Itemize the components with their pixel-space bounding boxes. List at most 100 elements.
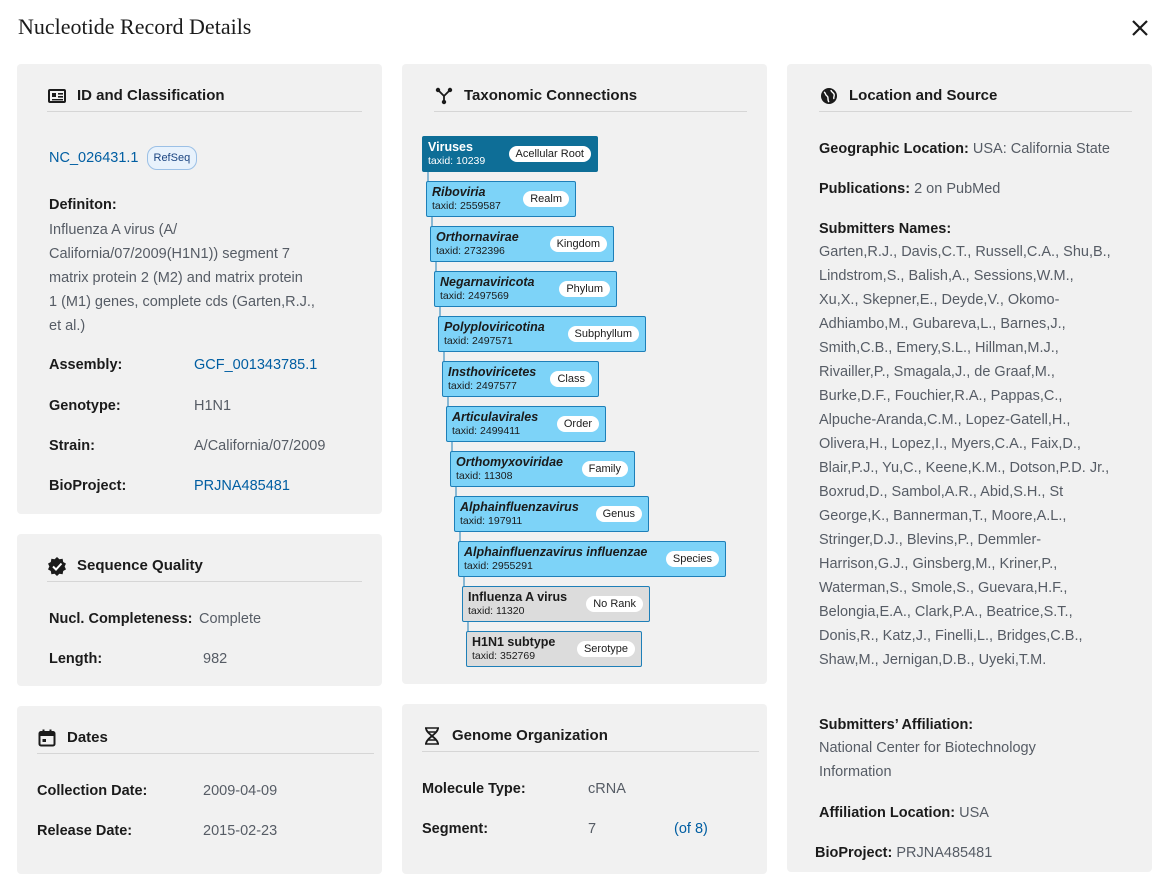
submitters-line: Donis,R., Katz,J., Finelli,L., Bridges,C… — [819, 628, 1083, 644]
card-header: Dates — [37, 722, 374, 754]
genome-organization-card: Genome Organization Molecule Type: cRNA … — [402, 704, 767, 874]
taxon-name: Influenza A virus — [468, 590, 568, 604]
release-date-label: Release Date: — [37, 823, 133, 839]
rank-badge: Genus — [595, 506, 642, 522]
molecule-type-value: cRNA — [588, 781, 626, 797]
geographic-location-label: Geographic Location: — [819, 141, 969, 157]
taxon-id: taxid: 2559587 — [432, 200, 501, 212]
close-icon — [1132, 20, 1148, 36]
submitters-line: Smith,C.B., Emery,S.L., Hillman,M.J., — [819, 340, 1059, 356]
taxon-node[interactable]: Articulavirales taxid: 2499411 Order — [446, 406, 606, 442]
page-title: Nucleotide Record Details — [18, 14, 252, 39]
card-header: ID and Classification — [47, 80, 362, 112]
taxon-node[interactable]: Negarnaviricota taxid: 2497569 Phylum — [434, 271, 617, 307]
rank-badge: Order — [556, 416, 599, 432]
submitters-line: Belongia,E.A., Clark,P.A., Beatrice,S.T.… — [819, 604, 1073, 620]
taxon-id: taxid: 2955291 — [464, 560, 533, 572]
close-button[interactable] — [1128, 16, 1152, 40]
id-card-icon — [47, 86, 67, 106]
taxon-node[interactable]: Riboviria taxid: 2559587 Realm — [426, 181, 576, 217]
molecule-type-label: Molecule Type: — [422, 781, 526, 797]
affiliation-location-row: Affiliation Location: USA — [819, 803, 989, 823]
taxon-node[interactable]: Insthoviricetes taxid: 2497577 Class — [442, 361, 599, 397]
card-title: Genome Organization — [452, 727, 608, 744]
release-date-value: 2015-02-23 — [203, 823, 278, 839]
publications-label: Publications: — [819, 181, 911, 197]
rank-badge: Species — [665, 551, 719, 567]
calendar-icon — [37, 728, 57, 748]
card-header: Location and Source — [819, 80, 1132, 112]
refseq-badge: RefSeq — [146, 146, 198, 170]
taxon-id: taxid: 2497571 — [444, 335, 513, 347]
submitters-line: Xu,X., Skepner,E., Deyde,V., Okomo- — [819, 292, 1060, 308]
definition-line: 1 (M1) genes, complete cds (Garten,R.J., — [49, 294, 315, 310]
taxon-id: taxid: 2732396 — [436, 245, 505, 257]
taxon-node[interactable]: Alphainfluenzavirus taxid: 197911 Genus — [454, 496, 649, 532]
submitters-line: Alpuche-Aranda,C.M., Lopez-Gatell,H., — [819, 412, 1071, 428]
taxon-name: H1N1 subtype — [472, 635, 556, 649]
globe-icon — [819, 86, 839, 106]
location-bioproject-row: BioProject: PRJNA485481 — [815, 843, 992, 863]
submitters-line: Blair,P.J., Yu,C., Keene,K.M., Dotson,P.… — [819, 460, 1110, 476]
card-title: Sequence Quality — [77, 557, 203, 574]
submitters-line: Stringer,D.J., Blevins,P., Demmler- — [819, 532, 1042, 548]
taxon-node[interactable]: Influenza A virus taxid: 11320 No Rank — [462, 586, 650, 622]
submitters-line: Harrison,G.J., Ginsberg,M., Kriner,P., — [819, 556, 1058, 572]
completeness-value: Complete — [199, 611, 262, 627]
submitters-line: Shaw,M., Jernigan,D.B., Uyeki,T.M. — [819, 652, 1047, 668]
taxon-name: Polyploviricotina — [444, 320, 545, 334]
taxon-id: taxid: 11320 — [468, 605, 525, 617]
taxon-name: Orthornavirae — [436, 230, 519, 244]
genotype-value: H1N1 — [194, 398, 232, 414]
taxon-id: taxid: 197911 — [460, 515, 523, 527]
rank-badge: Realm — [523, 191, 569, 207]
taxon-id: taxid: 2497577 — [448, 380, 517, 392]
submitters-line: George,K., Bannerman,T., Moore,A.L., — [819, 508, 1067, 524]
publications-row: Publications: 2 on PubMed — [819, 179, 1000, 199]
segment-of-link[interactable]: (of 8) — [674, 821, 708, 837]
rank-badge: Family — [581, 461, 628, 477]
completeness-label: Nucl. Completeness: — [49, 611, 193, 627]
taxon-id: taxid: 2499411 — [452, 425, 521, 437]
taxon-node[interactable]: Polyploviricotina taxid: 2497571 Subphyl… — [438, 316, 646, 352]
rank-badge: Subphyllum — [567, 326, 639, 342]
submitters-line: Rivailler,P., Smagala,J., de Graaf,M., — [819, 364, 1055, 380]
strain-label: Strain: — [49, 438, 95, 454]
taxon-name: Alphainfluenzavirus influenzae — [464, 545, 648, 559]
taxon-node[interactable]: Orthomyxoviridae taxid: 11308 Family — [450, 451, 635, 487]
id-classification-card: ID and Classification NC_026431.1 RefSeq … — [17, 64, 382, 514]
location-bioproject-value: PRJNA485481 — [896, 845, 993, 861]
definition-line: Influenza A virus (A/ — [49, 222, 178, 238]
card-title: Location and Source — [849, 87, 998, 104]
affiliation-label: Submitters’ Affiliation: — [819, 717, 974, 733]
affiliation-line: National Center for Biotechnology — [819, 740, 1036, 756]
taxon-id: taxid: 11308 — [456, 470, 513, 482]
bioproject-link[interactable]: PRJNA485481 — [194, 478, 290, 494]
accession-link[interactable]: NC_026431.1 — [49, 150, 139, 166]
rank-badge: No Rank — [586, 596, 643, 612]
collection-date-value: 2009-04-09 — [203, 783, 278, 799]
taxon-name: Negarnaviricota — [440, 275, 535, 289]
location-source-card: Location and Source Geographic Location:… — [787, 64, 1152, 872]
taxon-node[interactable]: Alphainfluenzavirus influenzae taxid: 29… — [458, 541, 726, 577]
taxon-node[interactable]: Orthornavirae taxid: 2732396 Kingdom — [430, 226, 614, 262]
taxon-node[interactable]: H1N1 subtype taxid: 352769 Serotype — [466, 631, 642, 667]
affiliation-location-value: USA — [959, 805, 989, 821]
rank-badge: Serotype — [576, 641, 635, 657]
rank-badge: Acellular Root — [508, 146, 591, 162]
taxonomic-connections-card: Taxonomic Connections Viruses taxid: 102… — [402, 64, 767, 684]
taxon-node[interactable]: Viruses taxid: 10239 Acellular Root — [422, 136, 598, 172]
assembly-link[interactable]: GCF_001343785.1 — [194, 357, 318, 373]
definition-line: matrix protein 2 (M2) and matrix protein — [49, 270, 303, 286]
affiliation-value: National Center for Biotechnology Inform… — [819, 736, 1119, 784]
length-value: 982 — [203, 651, 228, 667]
verified-badge-icon — [47, 556, 67, 576]
genotype-label: Genotype: — [49, 398, 121, 414]
taxon-name: Viruses — [428, 140, 473, 154]
taxon-name: Riboviria — [432, 185, 486, 199]
card-header: Taxonomic Connections — [434, 80, 747, 112]
rank-badge: Kingdom — [549, 236, 607, 252]
collection-date-label: Collection Date: — [37, 783, 148, 799]
taxon-id: taxid: 10239 — [428, 155, 486, 167]
submitters-line: Boxrud,D., Sambol,A.R., Abid,S.H., St — [819, 484, 1064, 500]
